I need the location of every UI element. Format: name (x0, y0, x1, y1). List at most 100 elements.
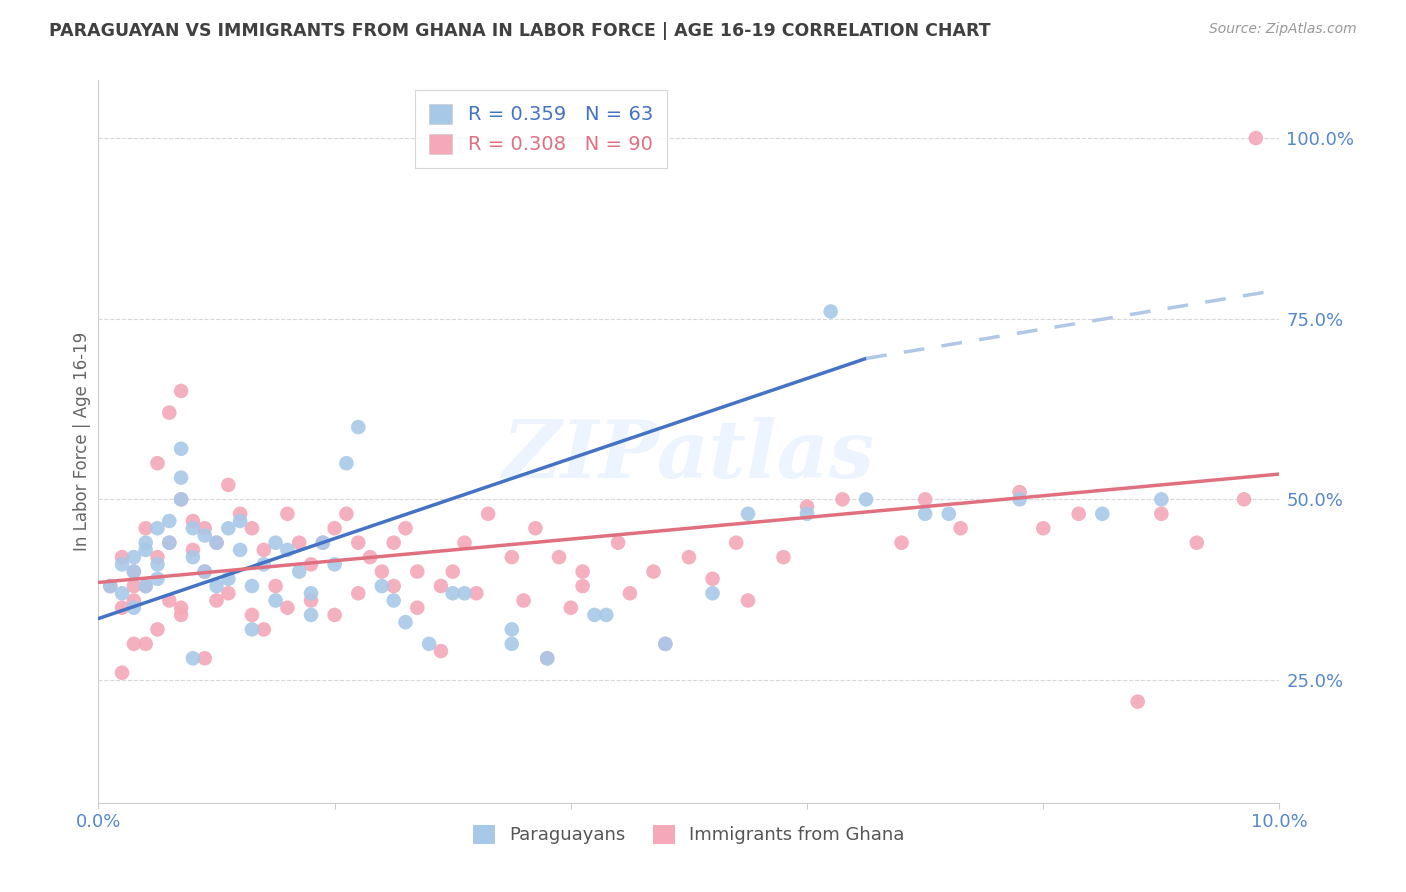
Text: ZIPatlas: ZIPatlas (503, 417, 875, 495)
Point (890, 535, 912, 549)
Point (595, 607, 617, 622)
Point (371, 579, 394, 593)
Point (524, 521, 547, 535)
Point (253, 623, 276, 637)
Point (194, 651, 217, 665)
Point (229, 514, 252, 528)
Point (264, 579, 287, 593)
Point (430, 579, 453, 593)
Point (335, 507, 357, 521)
Point (288, 535, 311, 549)
Point (229, 507, 252, 521)
Point (299, 607, 322, 622)
Point (654, 637, 676, 651)
Point (1032, 521, 1054, 535)
Point (217, 521, 239, 535)
Point (831, 492, 853, 507)
Point (347, 535, 370, 549)
Point (205, 579, 228, 593)
Point (1008, 492, 1031, 507)
Point (205, 535, 228, 549)
Point (264, 593, 287, 607)
Point (441, 586, 464, 600)
Point (111, 600, 134, 615)
Point (157, 593, 180, 607)
Point (157, 535, 180, 549)
Point (170, 492, 193, 507)
Point (512, 593, 534, 607)
Point (406, 565, 429, 579)
Point (406, 600, 429, 615)
Point (772, 550, 794, 565)
Point (111, 586, 134, 600)
Point (1150, 507, 1173, 521)
Point (536, 651, 558, 665)
Point (1126, 695, 1149, 709)
Point (571, 579, 593, 593)
Point (737, 507, 759, 521)
Point (276, 507, 298, 521)
Point (643, 565, 665, 579)
Point (205, 593, 228, 607)
Point (170, 384, 193, 398)
Point (240, 623, 263, 637)
Point (122, 565, 145, 579)
Point (135, 542, 157, 557)
Point (146, 521, 169, 535)
Point (170, 607, 193, 622)
Point (122, 565, 145, 579)
Point (418, 637, 440, 651)
Point (276, 600, 298, 615)
Point (170, 442, 193, 456)
Point (323, 607, 346, 622)
Legend: Paraguayans, Immigrants from Ghana: Paraguayans, Immigrants from Ghana (463, 814, 915, 855)
Y-axis label: In Labor Force | Age 16-19: In Labor Force | Age 16-19 (73, 332, 91, 551)
Point (181, 521, 204, 535)
Point (157, 535, 180, 549)
Point (170, 492, 193, 507)
Point (796, 507, 818, 521)
Point (382, 593, 405, 607)
Point (276, 542, 298, 557)
Point (135, 579, 157, 593)
Point (1150, 492, 1173, 507)
Point (949, 521, 972, 535)
Point (146, 558, 169, 572)
Point (205, 535, 228, 549)
Point (453, 535, 475, 549)
Point (607, 535, 630, 549)
Point (135, 535, 157, 549)
Point (725, 535, 748, 549)
Point (146, 550, 169, 565)
Point (394, 615, 416, 630)
Point (122, 600, 145, 615)
Point (501, 550, 523, 565)
Point (560, 600, 582, 615)
Point (312, 535, 335, 549)
Point (654, 637, 676, 651)
Point (501, 637, 523, 651)
Point (702, 586, 724, 600)
Point (98, 579, 121, 593)
Point (335, 456, 357, 470)
Point (194, 528, 217, 542)
Point (312, 535, 335, 549)
Point (240, 521, 263, 535)
Point (323, 558, 346, 572)
Point (135, 637, 157, 651)
Point (181, 550, 204, 565)
Point (583, 607, 606, 622)
Point (441, 565, 464, 579)
Point (855, 492, 877, 507)
Text: PARAGUAYAN VS IMMIGRANTS FROM GHANA IN LABOR FORCE | AGE 16-19 CORRELATION CHART: PARAGUAYAN VS IMMIGRANTS FROM GHANA IN L… (49, 22, 991, 40)
Point (323, 521, 346, 535)
Point (240, 579, 263, 593)
Point (122, 637, 145, 651)
Point (619, 586, 641, 600)
Point (217, 586, 239, 600)
Point (157, 406, 180, 420)
Point (111, 558, 134, 572)
Point (217, 572, 239, 586)
Point (465, 586, 488, 600)
Point (122, 579, 145, 593)
